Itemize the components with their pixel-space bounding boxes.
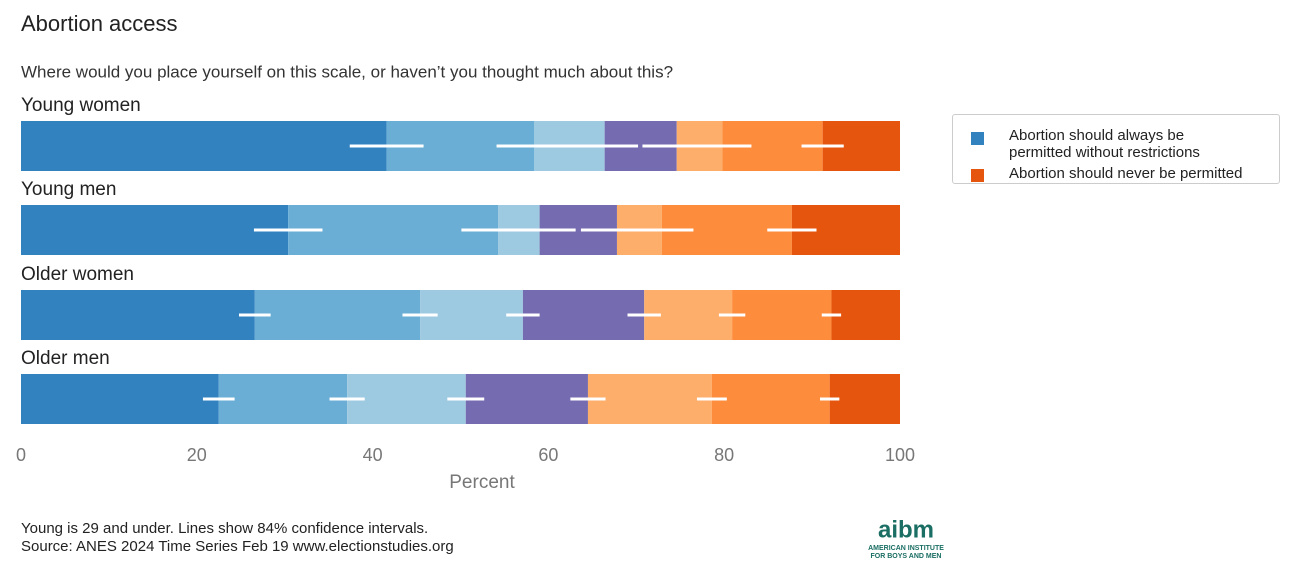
bar-segment	[21, 205, 289, 255]
bar-segment	[347, 374, 466, 424]
legend: Abortion should always be permitted with…	[952, 114, 1280, 184]
x-tick-label: 40	[363, 445, 383, 465]
logo-name: aibm	[878, 516, 934, 543]
bar-segment	[465, 374, 588, 424]
logo-text: FOR BOYS AND MEN	[871, 553, 942, 560]
bar-segment	[21, 121, 387, 171]
bar-segment	[831, 290, 900, 340]
logo-text: AMERICAN INSTITUTE	[868, 545, 944, 552]
x-axis-label: Percent	[449, 472, 515, 493]
category-label: Older men	[21, 348, 110, 369]
legend-label: Abortion should always be permitted with…	[1009, 127, 1200, 161]
category-label: Young women	[21, 95, 141, 116]
note: Source: ANES 2024 Time Series Feb 19 www…	[21, 538, 454, 555]
bar-segment	[21, 290, 255, 340]
legend-item: Abortion should always be permitted with…	[971, 121, 1279, 161]
legend-item: Abortion should never be permitted	[971, 165, 1279, 182]
legend-swatch	[971, 169, 984, 182]
x-tick-label: 60	[538, 445, 558, 465]
bar-segment	[711, 374, 830, 424]
bar-segment	[522, 290, 645, 340]
legend-label: Abortion should never be permitted	[1009, 165, 1243, 182]
bar-segment	[829, 374, 900, 424]
note: Young is 29 and under. Lines show 84% co…	[21, 520, 428, 537]
legend-swatch	[971, 132, 984, 145]
bar-segment	[732, 290, 832, 340]
x-tick-label: 100	[885, 445, 915, 465]
category-label: Older women	[21, 264, 134, 285]
category-label: Young men	[21, 179, 116, 200]
bar-segment	[587, 374, 712, 424]
x-tick-label: 20	[187, 445, 207, 465]
x-tick-label: 0	[16, 445, 26, 465]
x-tick-label: 80	[714, 445, 734, 465]
bar-segment	[254, 290, 421, 340]
bar-segment	[218, 374, 348, 424]
chart-title: Abortion access	[21, 11, 178, 36]
bar-segment	[21, 374, 219, 424]
chart-subtitle: Where would you place yourself on this s…	[21, 62, 673, 81]
